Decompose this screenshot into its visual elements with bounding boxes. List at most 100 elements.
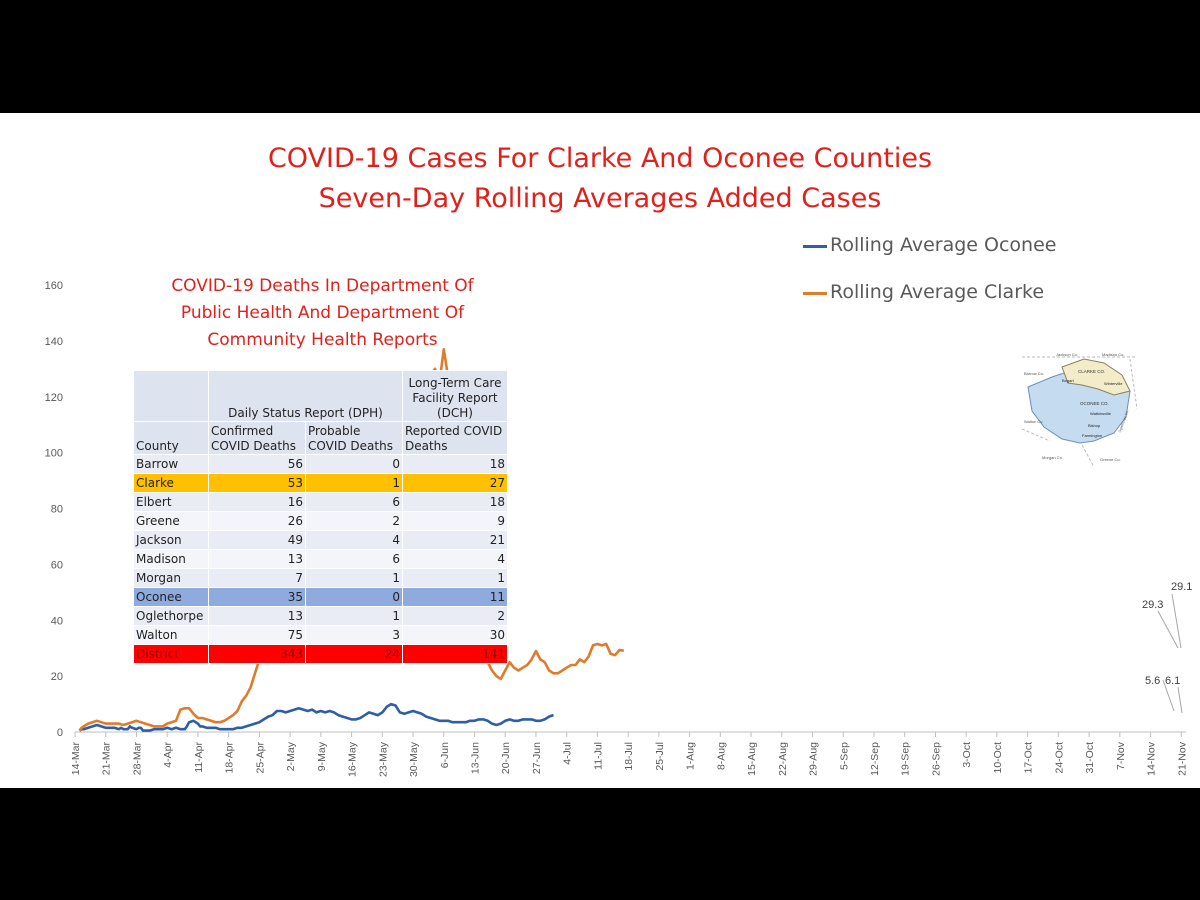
cell-confirmed: 16 bbox=[208, 492, 306, 512]
series-line-oconee bbox=[78, 702, 554, 732]
cell-reported: 30 bbox=[402, 625, 508, 645]
cell-county: Clarke bbox=[133, 473, 209, 493]
x-tick-label: 1-Aug bbox=[685, 742, 697, 770]
y-tick-label: 0 bbox=[57, 727, 63, 739]
table-row: District 343 24 141 bbox=[133, 644, 508, 664]
cell-probable: 1 bbox=[305, 606, 403, 626]
cell-probable: 1 bbox=[305, 568, 403, 588]
cell-probable: 0 bbox=[305, 587, 403, 607]
map-label-clarke: CLARKE CO. bbox=[1078, 369, 1105, 374]
data-label-clarke-end-leader bbox=[1171, 593, 1182, 649]
y-tick-label: 160 bbox=[45, 280, 63, 292]
column-header-reported: Reported COVID Deaths bbox=[402, 421, 508, 455]
x-tick-label: 4-Apr bbox=[162, 742, 174, 768]
x-tick-label: 24-Oct bbox=[1053, 742, 1065, 774]
cell-reported: 141 bbox=[402, 644, 508, 664]
x-tick-label: 9-May bbox=[316, 741, 328, 771]
x-tick-label: 21-Mar bbox=[101, 742, 113, 776]
data-label-clarke-prev-leader bbox=[1157, 610, 1179, 649]
chart-title-line2: Seven-Day Rolling Averages Added Cases bbox=[318, 183, 882, 214]
x-tick-label: 8-Aug bbox=[715, 742, 727, 770]
cell-reported: 27 bbox=[402, 473, 508, 493]
x-tick-label: 6-Jun bbox=[439, 742, 451, 768]
group-header-blank bbox=[133, 370, 209, 422]
y-tick-label: 20 bbox=[51, 671, 63, 683]
cell-probable: 1 bbox=[305, 473, 403, 493]
cell-confirmed: 7 bbox=[208, 568, 306, 588]
deaths-table-title-line3: Community Health Reports bbox=[207, 330, 438, 350]
deaths-table: Daily Status Report (DPH) Long-Term Care… bbox=[133, 370, 508, 664]
x-tick-label: 18-Apr bbox=[224, 741, 236, 773]
x-tick-label: 11-Apr bbox=[193, 742, 205, 773]
map-label-bogart: Bogart bbox=[1062, 378, 1075, 383]
table-row: Madison 13 6 4 bbox=[133, 549, 508, 569]
cell-reported: 18 bbox=[402, 492, 508, 512]
x-tick-label: 14-Nov bbox=[1146, 741, 1158, 776]
legend-clarke-swatch bbox=[803, 292, 827, 295]
column-header-confirmed: Confirmed COVID Deaths bbox=[208, 421, 306, 455]
x-tick-label: 17-Oct bbox=[1023, 742, 1035, 774]
map-label-jackson: Jackson Co. bbox=[1056, 352, 1078, 357]
cell-county: Barrow bbox=[133, 454, 209, 474]
x-tick-label: 19-Sep bbox=[900, 742, 912, 776]
cell-confirmed: 26 bbox=[208, 511, 306, 531]
map-label-walton: Walton Co. bbox=[1024, 419, 1044, 424]
cell-confirmed: 35 bbox=[208, 587, 306, 607]
cell-county: Oconee bbox=[133, 587, 209, 607]
x-tick-label: 25-Jul bbox=[654, 742, 666, 771]
legend-clarke-label: Rolling Average Clarke bbox=[830, 281, 1045, 303]
x-tick-label: 4-Jul bbox=[562, 742, 574, 765]
data-label-clarke-prev: 29.3 bbox=[1142, 599, 1163, 611]
x-tick-label: 11-Jul bbox=[592, 742, 604, 770]
cell-county: Walton bbox=[133, 625, 209, 645]
x-tick-label: 29-Aug bbox=[808, 742, 820, 776]
x-tick-label: 18-Jul bbox=[623, 742, 635, 771]
deaths-table-title: COVID-19 Deaths In Department Of Public … bbox=[150, 273, 495, 354]
x-tick-label: 14-Mar bbox=[70, 742, 82, 776]
y-tick-label: 100 bbox=[45, 448, 63, 460]
map-clarke-region bbox=[1061, 358, 1131, 396]
cell-reported: 2 bbox=[402, 606, 508, 626]
cell-probable: 6 bbox=[305, 492, 403, 512]
y-tick-label: 40 bbox=[51, 615, 63, 627]
chart-title-line1: COVID-19 Cases For Clarke And Oconee Cou… bbox=[267, 143, 933, 174]
county-map: Jackson Co. Madison Co. Barrow Co. CLARK… bbox=[1022, 349, 1137, 467]
legend-oconee-swatch bbox=[803, 245, 827, 248]
group-header-dch: Long-Term Care Facility Report (DCH) bbox=[402, 370, 508, 422]
cell-confirmed: 56 bbox=[208, 454, 306, 474]
table-row: Oconee 35 0 11 bbox=[133, 587, 508, 607]
deaths-table-title-line1: COVID-19 Deaths In Department Of bbox=[171, 276, 474, 296]
x-tick-label: 15-Aug bbox=[746, 742, 758, 776]
cell-reported: 11 bbox=[402, 587, 508, 607]
x-tick-label: 7-Nov bbox=[1115, 741, 1127, 770]
cell-confirmed: 75 bbox=[208, 625, 306, 645]
map-label-farmington: Farmington bbox=[1082, 433, 1102, 438]
cell-probable: 0 bbox=[305, 454, 403, 474]
slide: COVID-19 Cases For Clarke And Oconee Cou… bbox=[0, 113, 1200, 788]
cell-confirmed: 49 bbox=[208, 530, 306, 550]
map-label-barrow: Barrow Co. bbox=[1024, 371, 1044, 376]
x-tick-label: 2-May bbox=[285, 741, 297, 771]
cell-confirmed: 13 bbox=[208, 549, 306, 569]
x-tick-label: 13-Jun bbox=[469, 742, 481, 774]
column-header-county: County bbox=[133, 421, 209, 455]
map-label-winterville: Winterville bbox=[1104, 381, 1123, 386]
table-row: Morgan 7 1 1 bbox=[133, 568, 508, 588]
x-tick-label: 16-May bbox=[347, 741, 359, 777]
x-tick-label: 25-Apr bbox=[254, 741, 266, 773]
cell-reported: 21 bbox=[402, 530, 508, 550]
data-label-oconee-prev: 5.6 bbox=[1145, 675, 1160, 687]
x-tick-label: 21-Nov bbox=[1176, 741, 1188, 776]
x-tick-label: 26-Sep bbox=[930, 742, 942, 776]
map-label-madison: Madison Co. bbox=[1102, 352, 1124, 357]
y-tick-label: 80 bbox=[51, 504, 63, 516]
table-row: Greene 26 2 9 bbox=[133, 511, 508, 531]
cell-probable: 24 bbox=[305, 644, 403, 664]
cell-probable: 4 bbox=[305, 530, 403, 550]
table-row: Jackson 49 4 21 bbox=[133, 530, 508, 550]
x-tick-label: 28-Mar bbox=[131, 742, 143, 776]
data-label-oconee-end: 6.1 bbox=[1165, 675, 1180, 687]
data-label-oconee-end-leader bbox=[1177, 686, 1183, 714]
x-tick-label: 5-Sep bbox=[838, 742, 850, 770]
map-label-greene: Greene Co. bbox=[1100, 457, 1121, 462]
